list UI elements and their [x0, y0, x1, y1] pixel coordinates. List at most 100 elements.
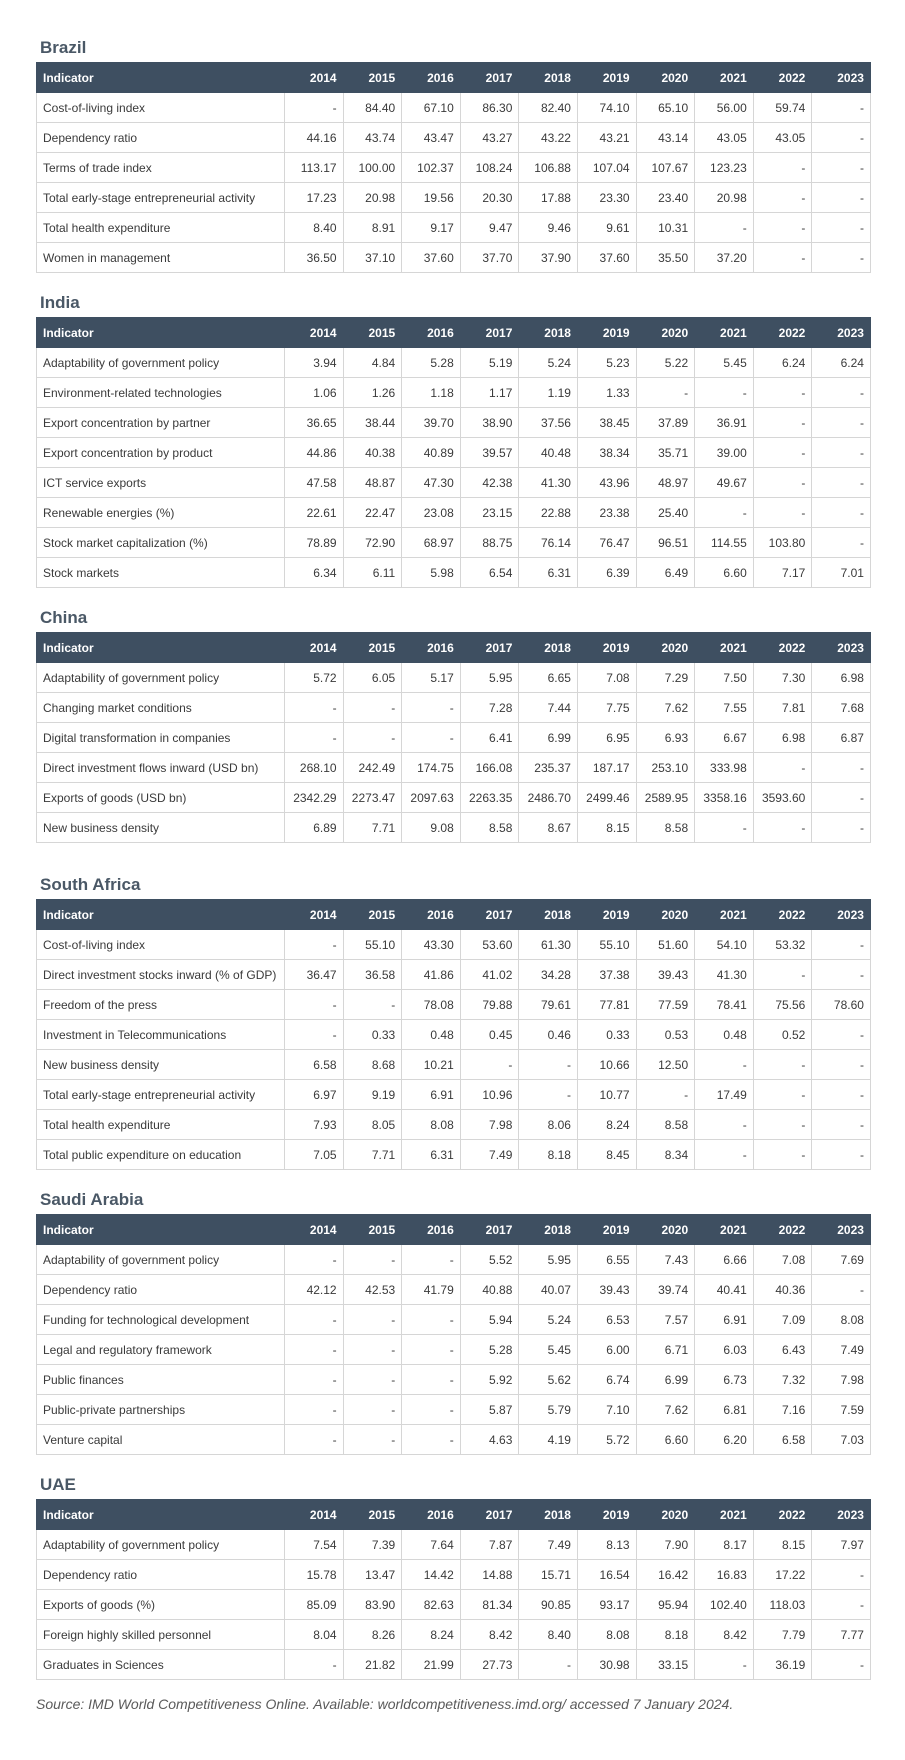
indicator-value: 7.55: [694, 692, 754, 723]
indicator-value: 22.47: [342, 497, 403, 528]
indicator-name: Stock market capitalization (%): [36, 527, 285, 558]
column-header-year: 2019: [576, 1499, 637, 1530]
indicator-value: -: [811, 122, 871, 153]
indicator-value: 39.43: [576, 1274, 637, 1305]
indicator-name: Direct investment flows inward (USD bn): [36, 752, 285, 783]
indicator-name: Exports of goods (USD bn): [36, 782, 285, 813]
indicator-value: 40.07: [518, 1274, 578, 1305]
indicator-value: 7.57: [635, 1304, 696, 1335]
indicator-value: 7.71: [342, 1139, 403, 1170]
indicator-value: -: [811, 1649, 871, 1680]
indicator-value: 74.10: [576, 92, 637, 123]
indicator-value: -: [811, 1019, 871, 1050]
indicator-value: -: [811, 467, 871, 498]
indicator-value: 77.81: [576, 989, 637, 1020]
indicator-value: 5.94: [459, 1304, 520, 1335]
indicator-value: -: [811, 497, 871, 528]
table-row: Total early-stage entrepreneurial activi…: [36, 182, 871, 213]
indicator-value: 8.15: [576, 812, 637, 843]
indicator-value: 5.62: [518, 1364, 578, 1395]
indicator-value: 5.19: [459, 347, 520, 378]
indicator-name: New business density: [36, 1049, 285, 1080]
indicator-value: 0.48: [401, 1019, 461, 1050]
indicator-value: -: [811, 1559, 871, 1590]
column-header-year: 2019: [576, 62, 637, 93]
table-header-row: Indicator 2014 2015 2016 2017 2018 2019 2020 202…: [36, 632, 871, 663]
indicator-value: 7.01: [811, 557, 871, 588]
indicator-value: 6.54: [459, 557, 520, 588]
column-header-year: 2016: [401, 62, 461, 93]
indicator-value: 333.98: [694, 752, 754, 783]
table-row: Dependency ratio 42.12 42.53 41.79 40.88 40.0…: [36, 1274, 871, 1305]
indicator-value: 37.38: [576, 959, 637, 990]
indicator-value: 118.03: [752, 1589, 813, 1620]
indicator-value: 75.56: [752, 989, 813, 1020]
indicator-value: -: [752, 152, 813, 183]
indicator-value: 6.98: [752, 722, 813, 753]
indicator-value: -: [284, 929, 344, 960]
indicator-value: 6.81: [694, 1394, 754, 1425]
indicator-value: 17.23: [284, 182, 344, 213]
indicator-value: 77.59: [635, 989, 696, 1020]
indicator-value: 8.15: [752, 1529, 813, 1560]
indicator-value: 40.88: [459, 1274, 520, 1305]
indicator-value: -: [694, 1139, 754, 1170]
table-header-row: Indicator 2014 2015 2016 2017 2018 2019 2020 202…: [36, 899, 871, 930]
indicator-value: -: [284, 1649, 344, 1680]
indicator-value: -: [752, 182, 813, 213]
indicator-name: Foreign highly skilled personnel: [36, 1619, 285, 1650]
column-header-year: 2014: [284, 899, 344, 930]
indicator-value: 107.04: [576, 152, 637, 183]
column-header-year: 2017: [459, 1214, 520, 1245]
indicator-value: 43.05: [752, 122, 813, 153]
indicator-value: -: [284, 1424, 344, 1455]
indicator-value: 43.74: [342, 122, 403, 153]
table-row: Public finances - - -5.92 5.62 6.74 6.99 6.73 7.…: [36, 1364, 871, 1395]
indicator-value: -: [694, 1649, 754, 1680]
indicator-value: 48.87: [342, 467, 403, 498]
indicator-value: 14.42: [401, 1559, 461, 1590]
indicator-value: 14.88: [459, 1559, 520, 1590]
indicator-value: 39.57: [459, 437, 520, 468]
indicator-value: 44.86: [284, 437, 344, 468]
indicator-value: 22.61: [284, 497, 344, 528]
indicator-value: 95.94: [635, 1589, 696, 1620]
indicator-name: Dependency ratio: [36, 122, 285, 153]
indicator-value: -: [752, 437, 813, 468]
table-header-row: Indicator 2014 2015 2016 2017 2018 2019 2020 202…: [36, 1499, 871, 1530]
indicator-value: 7.10: [576, 1394, 637, 1425]
indicator-value: 9.19: [342, 1079, 403, 1110]
indicator-name: Dependency ratio: [36, 1559, 285, 1590]
indicator-value: -: [752, 812, 813, 843]
indicator-value: -: [752, 1109, 813, 1140]
indicator-value: 5.92: [459, 1364, 520, 1395]
indicator-value: 36.58: [342, 959, 403, 990]
indicator-value: 7.09: [752, 1304, 813, 1335]
indicator-value: 37.20: [694, 242, 754, 273]
indicator-value: 1.19: [518, 377, 578, 408]
indicator-value: 4.84: [342, 347, 403, 378]
indicator-value: 10.31: [635, 212, 696, 243]
country-title: UAE: [40, 1475, 76, 1494]
indicator-value: 78.60: [811, 989, 871, 1020]
indicator-value: 12.50: [635, 1049, 696, 1080]
indicator-value: 23.30: [576, 182, 637, 213]
indicator-value: 2097.63: [401, 782, 461, 813]
section-spacer: [36, 273, 870, 291]
indicator-value: 21.99: [401, 1649, 461, 1680]
table-row: Venture capital - - -4.63 4.19 5.72 6.60 6.20 6.…: [36, 1424, 871, 1455]
indicator-value: 5.45: [518, 1334, 578, 1365]
indicator-value: 36.91: [694, 407, 754, 438]
indicator-value: -: [811, 929, 871, 960]
indicator-value: -: [284, 989, 344, 1020]
indicator-value: 96.51: [635, 527, 696, 558]
column-header-year: 2019: [576, 317, 637, 348]
indicator-value: -: [401, 722, 461, 753]
column-header-year: 2015: [342, 317, 403, 348]
column-header-indicator: Indicator: [36, 1499, 285, 1530]
indicator-value: -: [694, 497, 754, 528]
indicator-value: 8.18: [635, 1619, 696, 1650]
country-section: China Indicator 2014 2015 2016 2017 2018 2019 20…: [36, 606, 871, 843]
indicator-value: 8.91: [342, 212, 403, 243]
indicator-value: 7.98: [459, 1109, 520, 1140]
